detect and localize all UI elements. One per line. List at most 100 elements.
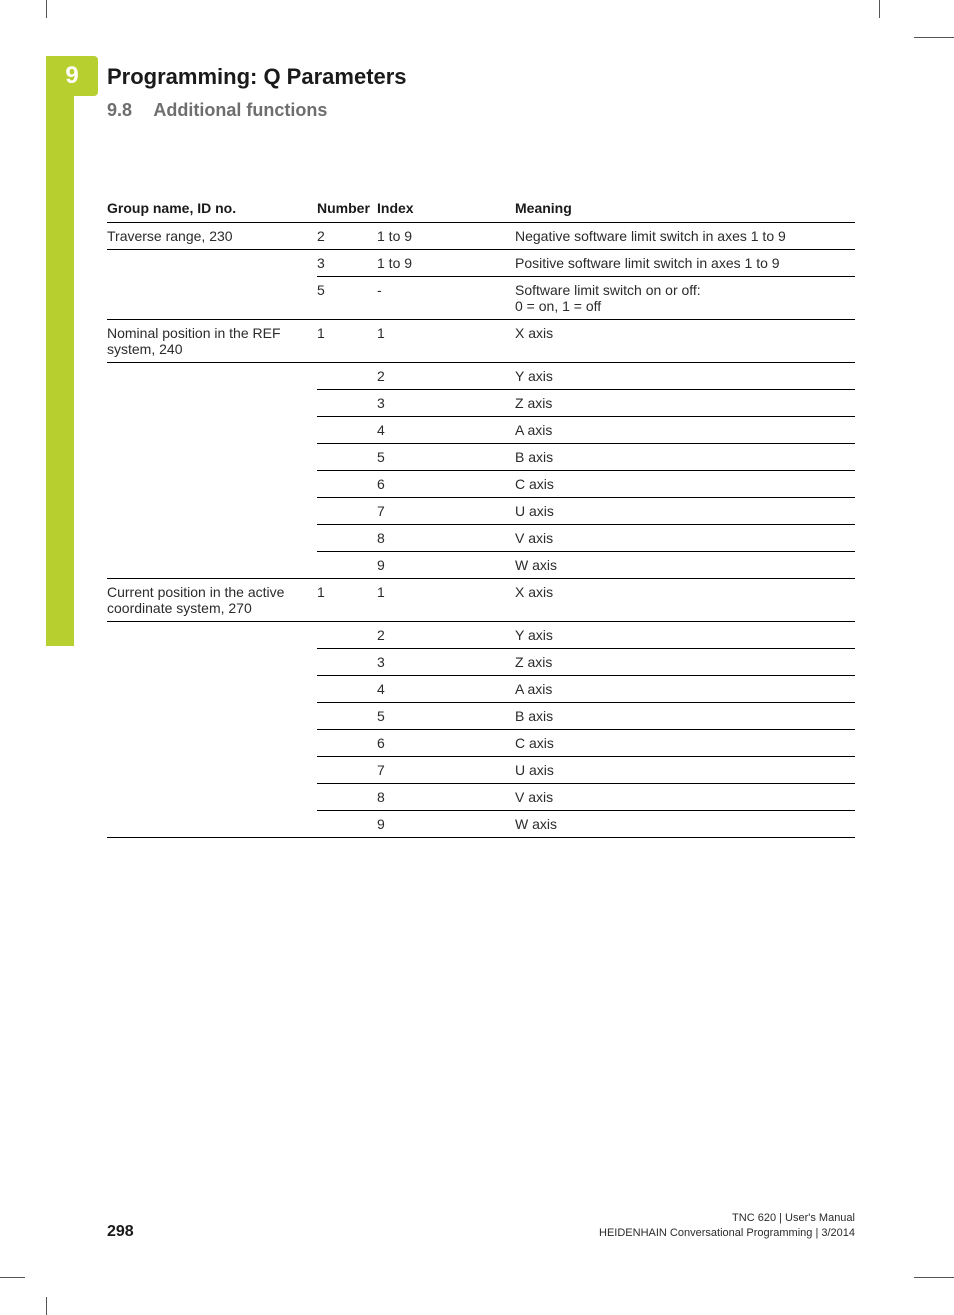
cell-index: 9 (377, 552, 515, 579)
cell-meaning: C axis (515, 471, 855, 498)
cell-number: 1 (317, 579, 377, 622)
cell-meaning: Z axis (515, 390, 855, 417)
section-title: Additional functions (153, 100, 327, 120)
table-row: Traverse range, 23021 to 9Negative softw… (107, 223, 855, 250)
cell-group (107, 277, 317, 320)
crop-mark (37, 0, 47, 18)
table-row: 6C axis (107, 730, 855, 757)
cell-meaning: W axis (515, 811, 855, 838)
cell-meaning: Positive software limit switch in axes 1… (515, 250, 855, 277)
cell-number (317, 417, 377, 444)
parameters-table-wrap: Group name, ID no. Number Index Meaning … (107, 194, 855, 838)
footer-text: TNC 620 | User's Manual HEIDENHAIN Conve… (599, 1211, 855, 1241)
cell-index: 2 (377, 363, 515, 390)
cell-meaning: X axis (515, 579, 855, 622)
col-header-group: Group name, ID no. (107, 194, 317, 223)
table-row: Nominal position in the REF system, 2401… (107, 320, 855, 363)
page-footer: 298 TNC 620 | User's Manual HEIDENHAIN C… (107, 1211, 855, 1241)
cell-index: 3 (377, 390, 515, 417)
cell-index: 5 (377, 703, 515, 730)
cell-index: 4 (377, 417, 515, 444)
cell-number (317, 498, 377, 525)
crop-mark (37, 1297, 47, 1315)
table-row: 7U axis (107, 498, 855, 525)
cell-meaning: B axis (515, 703, 855, 730)
section-heading: 9.8 Additional functions (107, 100, 327, 121)
cell-number (317, 363, 377, 390)
table-header-row: Group name, ID no. Number Index Meaning (107, 194, 855, 223)
cell-meaning: C axis (515, 730, 855, 757)
cell-number (317, 471, 377, 498)
table-row: 3Z axis (107, 649, 855, 676)
cell-meaning: Negative software limit switch in axes 1… (515, 223, 855, 250)
cell-group: Traverse range, 230 (107, 223, 317, 250)
cell-meaning: V axis (515, 784, 855, 811)
crop-mark (0, 1268, 25, 1278)
cell-index: 1 (377, 320, 515, 363)
table-row: 2Y axis (107, 622, 855, 649)
cell-meaning: A axis (515, 676, 855, 703)
cell-index: 8 (377, 784, 515, 811)
cell-index: 1 (377, 579, 515, 622)
col-header-meaning: Meaning (515, 194, 855, 223)
cell-meaning: B axis (515, 444, 855, 471)
cell-index: 7 (377, 757, 515, 784)
cell-number (317, 757, 377, 784)
cell-meaning: W axis (515, 552, 855, 579)
cell-index: 2 (377, 622, 515, 649)
cell-group (107, 498, 317, 525)
cell-meaning: Y axis (515, 363, 855, 390)
table-row: 4A axis (107, 676, 855, 703)
table-row: 9W axis (107, 811, 855, 838)
cell-meaning: Y axis (515, 622, 855, 649)
cell-group (107, 417, 317, 444)
cell-number: 3 (317, 250, 377, 277)
cell-meaning: V axis (515, 525, 855, 552)
cell-group (107, 363, 317, 390)
cell-index: 6 (377, 471, 515, 498)
cell-index: - (377, 277, 515, 320)
cell-meaning: X axis (515, 320, 855, 363)
cell-index: 3 (377, 649, 515, 676)
cell-group (107, 784, 317, 811)
chapter-number-tab: 9 (46, 56, 98, 96)
table-row: 7U axis (107, 757, 855, 784)
cell-group (107, 703, 317, 730)
cell-group (107, 444, 317, 471)
table-row: 8V axis (107, 784, 855, 811)
cell-number (317, 730, 377, 757)
cell-index: 5 (377, 444, 515, 471)
cell-index: 8 (377, 525, 515, 552)
cell-number: 5 (317, 277, 377, 320)
table-row: 3Z axis (107, 390, 855, 417)
cell-index: 7 (377, 498, 515, 525)
col-header-index: Index (377, 194, 515, 223)
crop-mark (879, 0, 889, 18)
cell-group (107, 811, 317, 838)
cell-number (317, 811, 377, 838)
table-row: 6C axis (107, 471, 855, 498)
cell-group (107, 622, 317, 649)
section-number: 9.8 (107, 100, 149, 121)
cell-number (317, 622, 377, 649)
table-row: 9W axis (107, 552, 855, 579)
cell-number (317, 525, 377, 552)
cell-meaning: Z axis (515, 649, 855, 676)
cell-group (107, 730, 317, 757)
footer-line-2: HEIDENHAIN Conversational Programming | … (599, 1226, 855, 1241)
cell-meaning: Software limit switch on or off:0 = on, … (515, 277, 855, 320)
cell-meaning: U axis (515, 498, 855, 525)
table-row: 5B axis (107, 703, 855, 730)
cell-group (107, 471, 317, 498)
cell-number (317, 703, 377, 730)
cell-group (107, 676, 317, 703)
cell-index: 1 to 9 (377, 223, 515, 250)
cell-number (317, 390, 377, 417)
cell-meaning: U axis (515, 757, 855, 784)
cell-number (317, 552, 377, 579)
cell-group (107, 390, 317, 417)
table-row: 5-Software limit switch on or off:0 = on… (107, 277, 855, 320)
side-accent-stripe (46, 56, 74, 646)
footer-line-1: TNC 620 | User's Manual (599, 1211, 855, 1226)
cell-number (317, 649, 377, 676)
